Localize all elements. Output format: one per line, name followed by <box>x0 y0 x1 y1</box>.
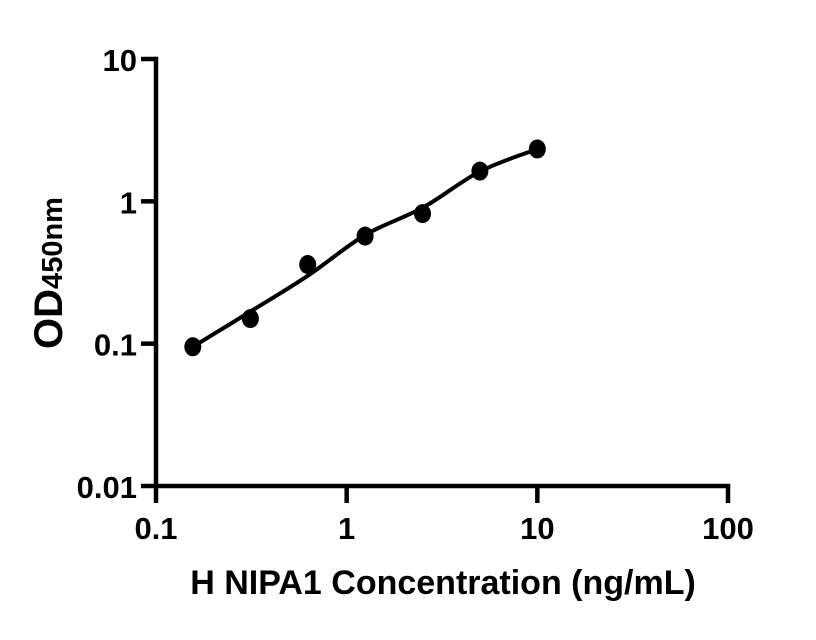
x-tick-label: 100 <box>702 511 754 546</box>
x-tick-label: 10 <box>520 511 554 546</box>
y-tick-label: 10 <box>103 43 137 78</box>
x-axis-title: H NIPA1 Concentration (ng/mL) <box>190 564 696 602</box>
axis-lines <box>153 56 731 489</box>
data-point-marker <box>471 161 489 181</box>
y-tick-label: 0.1 <box>94 328 137 363</box>
data-points-layer <box>184 139 546 357</box>
y-tick-label: 1 <box>120 185 137 220</box>
x-tick-label: 1 <box>338 511 355 546</box>
data-point-marker <box>414 204 431 224</box>
data-point-marker <box>528 139 546 159</box>
y-tick-label: 0.01 <box>77 470 137 505</box>
y-axis-title-main: OD <box>27 289 71 349</box>
x-axis-ticks: 0.1 1 10 100 <box>134 486 754 546</box>
y-axis-ticks: 10 1 0.1 0.01 <box>77 43 156 505</box>
x-tick-label: 0.1 <box>134 511 177 546</box>
data-point-marker <box>299 255 317 274</box>
y-axis-title: OD450nm <box>27 197 71 349</box>
data-point-marker <box>356 226 374 246</box>
data-point-marker <box>241 309 259 329</box>
data-point-marker <box>184 337 202 357</box>
axes-layer <box>153 56 731 489</box>
y-axis-title-sub: 450nm <box>37 197 69 289</box>
